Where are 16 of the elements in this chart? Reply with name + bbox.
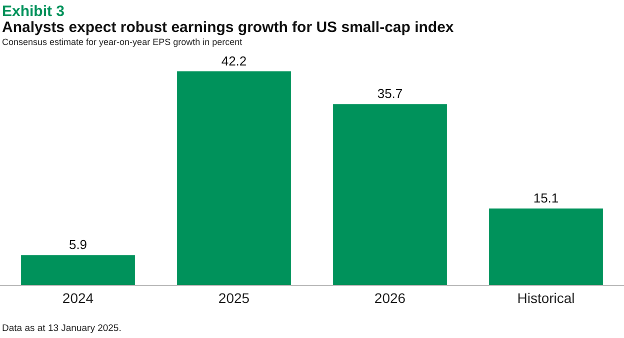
text: Consensus estimate for year-on-year EPS growth in percent	[2, 37, 243, 47]
bar	[21, 255, 135, 285]
x-tick-label: Historical	[517, 290, 575, 306]
bar	[489, 208, 603, 285]
chart-title: Exhibit 3	[2, 3, 65, 20]
x-tick-label: 2024	[62, 290, 94, 306]
data-label: 42.2	[221, 53, 247, 68]
data-label: 15.1	[533, 190, 559, 206]
text: Data as at 13 January 2025.	[2, 323, 122, 334]
data-label: 35.7	[377, 86, 403, 102]
x-tick-label: 2026	[374, 290, 406, 306]
data-label: 5.9	[68, 237, 88, 252]
bar	[177, 71, 291, 285]
chart-subtitle: Analysts expect robust earnings growth for US small-cap index	[2, 19, 454, 36]
x-tick-label: 2025	[218, 290, 250, 306]
bar	[333, 104, 447, 285]
